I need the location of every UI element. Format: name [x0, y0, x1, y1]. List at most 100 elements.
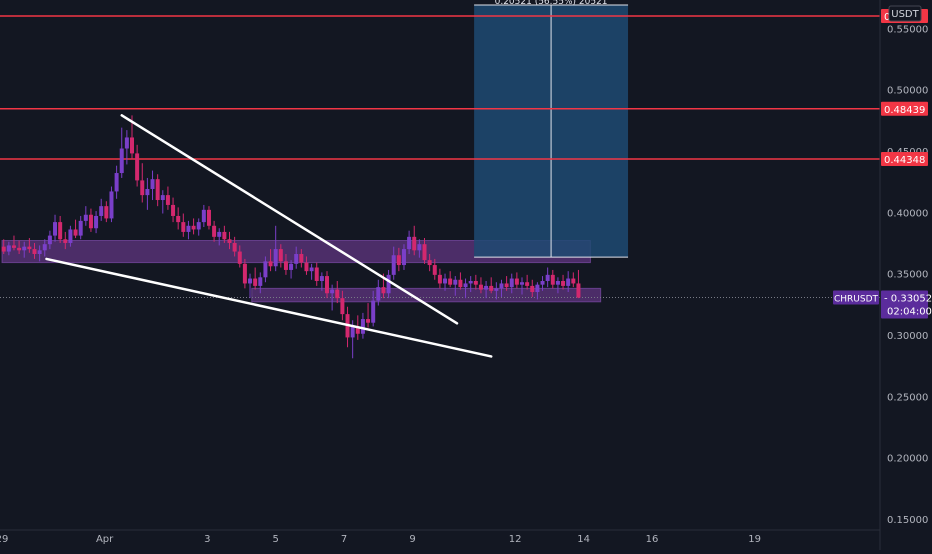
candle-body — [88, 214, 93, 229]
candle-body — [355, 326, 360, 334]
candle-body — [381, 287, 386, 294]
x-tick-label: 7 — [341, 534, 347, 545]
candle-body — [443, 278, 448, 284]
candle-body — [386, 274, 391, 294]
last-price-label: - 0.33052 — [884, 294, 932, 305]
candle-body — [299, 254, 304, 263]
candle-body — [6, 245, 11, 252]
zone-box — [251, 287, 602, 303]
currency-label: USDT — [891, 9, 919, 20]
candle-body — [278, 249, 283, 262]
candle-body — [58, 222, 63, 240]
candle-body — [427, 260, 432, 266]
candle-body — [268, 261, 273, 267]
candle-body — [566, 278, 571, 286]
y-tick-label: 0.40000 — [887, 208, 928, 219]
candle-body — [42, 244, 47, 251]
candle-body — [273, 249, 278, 267]
candle-body — [68, 229, 73, 243]
candle-body — [545, 274, 550, 281]
pair-label: CHRUSDT — [834, 295, 879, 305]
candle-body — [417, 244, 422, 251]
candle-body — [160, 195, 165, 201]
countdown-label: 02:04:00 — [887, 307, 932, 318]
candle-body — [437, 274, 442, 284]
candle-body — [135, 153, 140, 181]
candle-body — [514, 278, 519, 285]
candle-body — [484, 285, 489, 290]
candle-body — [550, 274, 555, 285]
candle-body — [504, 283, 509, 288]
candle-body — [391, 255, 396, 275]
candle-body — [201, 209, 206, 223]
candle-body — [83, 214, 88, 221]
x-tick-label: 29 — [0, 534, 8, 545]
last-price-tag — [881, 290, 928, 319]
candle-body — [330, 289, 335, 294]
y-tick-label: 0.30000 — [887, 331, 928, 342]
currency-tag — [888, 5, 922, 22]
candle-body — [155, 179, 160, 201]
x-tick-label: Apr — [96, 534, 114, 545]
x-tick-label: 12 — [509, 534, 522, 545]
candle-body — [109, 191, 114, 219]
candle-body — [350, 326, 355, 338]
candle-body — [140, 180, 145, 196]
candle-body — [11, 245, 16, 248]
candle-body — [571, 278, 576, 284]
x-tick-label: 19 — [748, 534, 761, 545]
y-tick-label: 0.15000 — [887, 515, 928, 526]
candle-body — [283, 261, 288, 270]
candle-body — [366, 319, 371, 323]
candle-body — [176, 215, 181, 223]
candle-body — [99, 206, 104, 216]
candle-body — [1, 246, 6, 252]
price-tag-label: 0 — [884, 12, 890, 23]
candle-body — [94, 215, 99, 229]
candle-body — [360, 319, 365, 334]
price-tag-label: 0.48439 — [884, 105, 925, 116]
candle-body — [319, 276, 324, 281]
candle-body — [17, 247, 22, 251]
price-labels-layer: 0 0.48439 0.44348 USDT CHRUSDT - 0.33052 02:04… — [833, 5, 932, 319]
candle-body — [294, 254, 299, 264]
candles-layer — [1, 115, 581, 359]
x-tick-label: 9 — [409, 534, 415, 545]
resistance-layer — [0, 15, 880, 299]
candle-body — [37, 250, 42, 255]
position-layer: 0.20521 (56.55%) 20521 — [474, 0, 629, 258]
candle-body — [242, 263, 247, 284]
candle-body — [78, 220, 83, 236]
candle-body — [376, 287, 381, 301]
candle-body — [489, 285, 494, 291]
candle-body — [124, 137, 129, 149]
candle-body — [325, 276, 329, 294]
candle-body — [314, 267, 319, 281]
trendline — [120, 114, 459, 325]
candle-body — [212, 225, 217, 237]
x-tick-label: 3 — [204, 534, 210, 545]
candle-body — [412, 236, 417, 251]
candle-body — [432, 265, 437, 275]
candle-body — [494, 288, 499, 291]
candle-body — [165, 195, 170, 205]
candle-body — [263, 261, 268, 278]
x-tick-label: 14 — [577, 534, 590, 545]
candle-body — [525, 282, 530, 286]
candle-body — [520, 282, 524, 285]
trendlines-layer — [45, 114, 493, 358]
candle-body — [340, 298, 345, 315]
position-label: 0.20521 (56.55%) 20521 — [495, 0, 608, 7]
candle-body — [407, 236, 412, 250]
candle-body — [401, 249, 406, 266]
candle-body — [253, 278, 258, 286]
candle-body — [396, 255, 401, 266]
candle-body — [130, 137, 134, 154]
candle-body — [468, 280, 473, 284]
y-tick-label: 0.20000 — [887, 454, 928, 465]
candle-body — [499, 283, 504, 289]
candle-body — [535, 284, 540, 293]
candle-body — [237, 251, 242, 264]
candle-body — [181, 222, 186, 232]
